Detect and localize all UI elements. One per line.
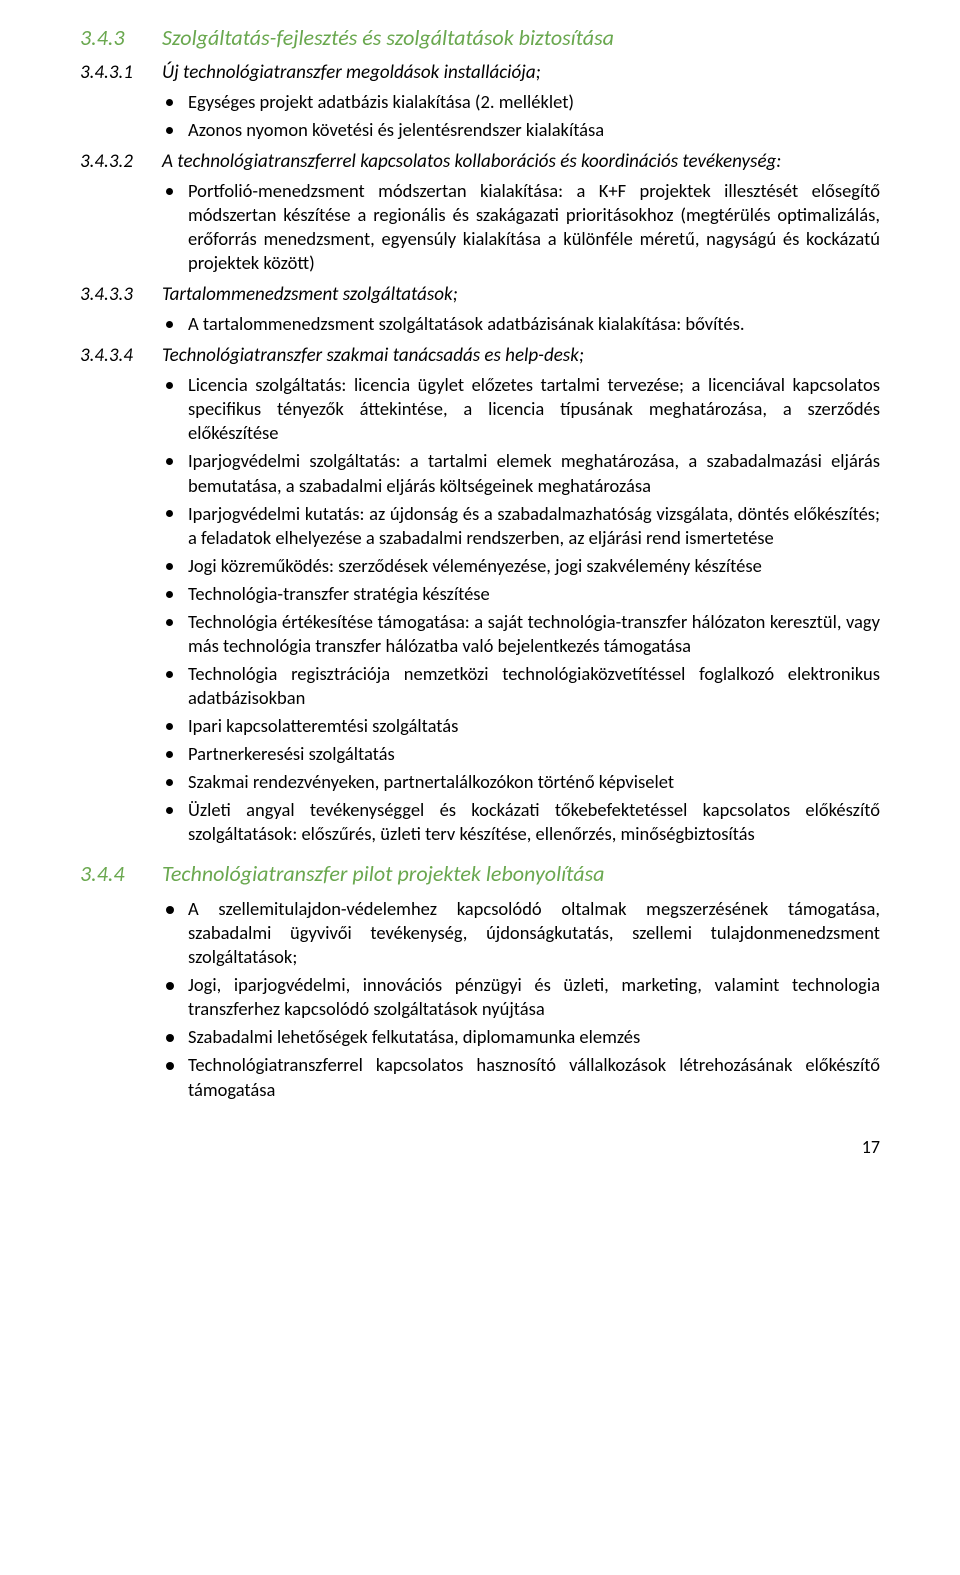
page-number: 17 bbox=[80, 1136, 880, 1158]
section-title: Szolgáltatás-fejlesztés és szolgáltatáso… bbox=[162, 24, 614, 51]
bullet-list-344: A szellemitulajdon-védelemhez kapcsolódó… bbox=[80, 897, 880, 1101]
list-item: Technológia értékesítése támogatása: a s… bbox=[162, 610, 880, 658]
list-item: Jogi, iparjogvédelmi, innovációs pénzügy… bbox=[162, 973, 880, 1021]
list-item: Ipari kapcsolatteremtési szolgáltatás bbox=[162, 714, 880, 738]
list-item: Szakmai rendezvényeken, partnertalálkozó… bbox=[162, 770, 880, 794]
subsection-heading-3433: 3.4.3.3 Tartalommenedzsment szolgáltatás… bbox=[80, 283, 880, 306]
list-item: Licencia szolgáltatás: licencia ügylet e… bbox=[162, 373, 880, 445]
subsection-heading-3431: 3.4.3.1 Új technológiatranszfer megoldás… bbox=[80, 61, 880, 84]
list-item: Iparjogvédelmi szolgáltatás: a tartalmi … bbox=[162, 449, 880, 497]
section-title: Technológiatranszfer pilot projektek leb… bbox=[162, 860, 604, 887]
subsection-title: Új technológiatranszfer megoldások insta… bbox=[162, 61, 541, 84]
bullet-list-3432: Portfolió-menedzsment módszertan kialakí… bbox=[80, 179, 880, 275]
subsection-heading-3434: 3.4.3.4 Technológiatranszfer szakmai tan… bbox=[80, 344, 880, 367]
bullet-list-3431: Egységes projekt adatbázis kialakítása (… bbox=[80, 90, 880, 142]
list-item: Egységes projekt adatbázis kialakítása (… bbox=[162, 90, 880, 114]
bullet-list-3433: A tartalommenedzsment szolgáltatások ada… bbox=[80, 312, 880, 336]
subsection-number: 3.4.3.4 bbox=[80, 344, 162, 367]
subsection-heading-3432: 3.4.3.2 A technológiatranszferrel kapcso… bbox=[80, 150, 880, 173]
subsection-number: 3.4.3.2 bbox=[80, 150, 162, 173]
list-item: A szellemitulajdon-védelemhez kapcsolódó… bbox=[162, 897, 880, 969]
section-number: 3.4.4 bbox=[80, 860, 162, 887]
list-item: Technológia-transzfer stratégia készítés… bbox=[162, 582, 880, 606]
subsection-number: 3.4.3.3 bbox=[80, 283, 162, 306]
list-item: Üzleti angyal tevékenységgel és kockázat… bbox=[162, 798, 880, 846]
list-item: Technológia regisztrációja nemzetközi te… bbox=[162, 662, 880, 710]
document-page: 3.4.3 Szolgáltatás-fejlesztés és szolgál… bbox=[0, 0, 960, 1198]
section-heading-344: 3.4.4 Technológiatranszfer pilot projekt… bbox=[80, 860, 880, 887]
list-item: Partnerkeresési szolgáltatás bbox=[162, 742, 880, 766]
list-item: Jogi közreműködés: szerződések véleménye… bbox=[162, 554, 880, 578]
subsection-title: A technológiatranszferrel kapcsolatos ko… bbox=[162, 150, 781, 173]
subsection-number: 3.4.3.1 bbox=[80, 61, 162, 84]
list-item: A tartalommenedzsment szolgáltatások ada… bbox=[162, 312, 880, 336]
list-item: Technológiatranszferrel kapcsolatos hasz… bbox=[162, 1053, 880, 1101]
list-item: Portfolió-menedzsment módszertan kialakí… bbox=[162, 179, 880, 275]
bullet-list-3434: Licencia szolgáltatás: licencia ügylet e… bbox=[80, 373, 880, 846]
subsection-title: Technológiatranszfer szakmai tanácsadás … bbox=[162, 344, 584, 367]
subsection-title: Tartalommenedzsment szolgáltatások; bbox=[162, 283, 458, 306]
section-heading-343: 3.4.3 Szolgáltatás-fejlesztés és szolgál… bbox=[80, 24, 880, 51]
list-item: Iparjogvédelmi kutatás: az újdonság és a… bbox=[162, 502, 880, 550]
section-number: 3.4.3 bbox=[80, 24, 162, 51]
list-item: Szabadalmi lehetőségek felkutatása, dipl… bbox=[162, 1025, 880, 1049]
list-item: Azonos nyomon követési és jelentésrendsz… bbox=[162, 118, 880, 142]
